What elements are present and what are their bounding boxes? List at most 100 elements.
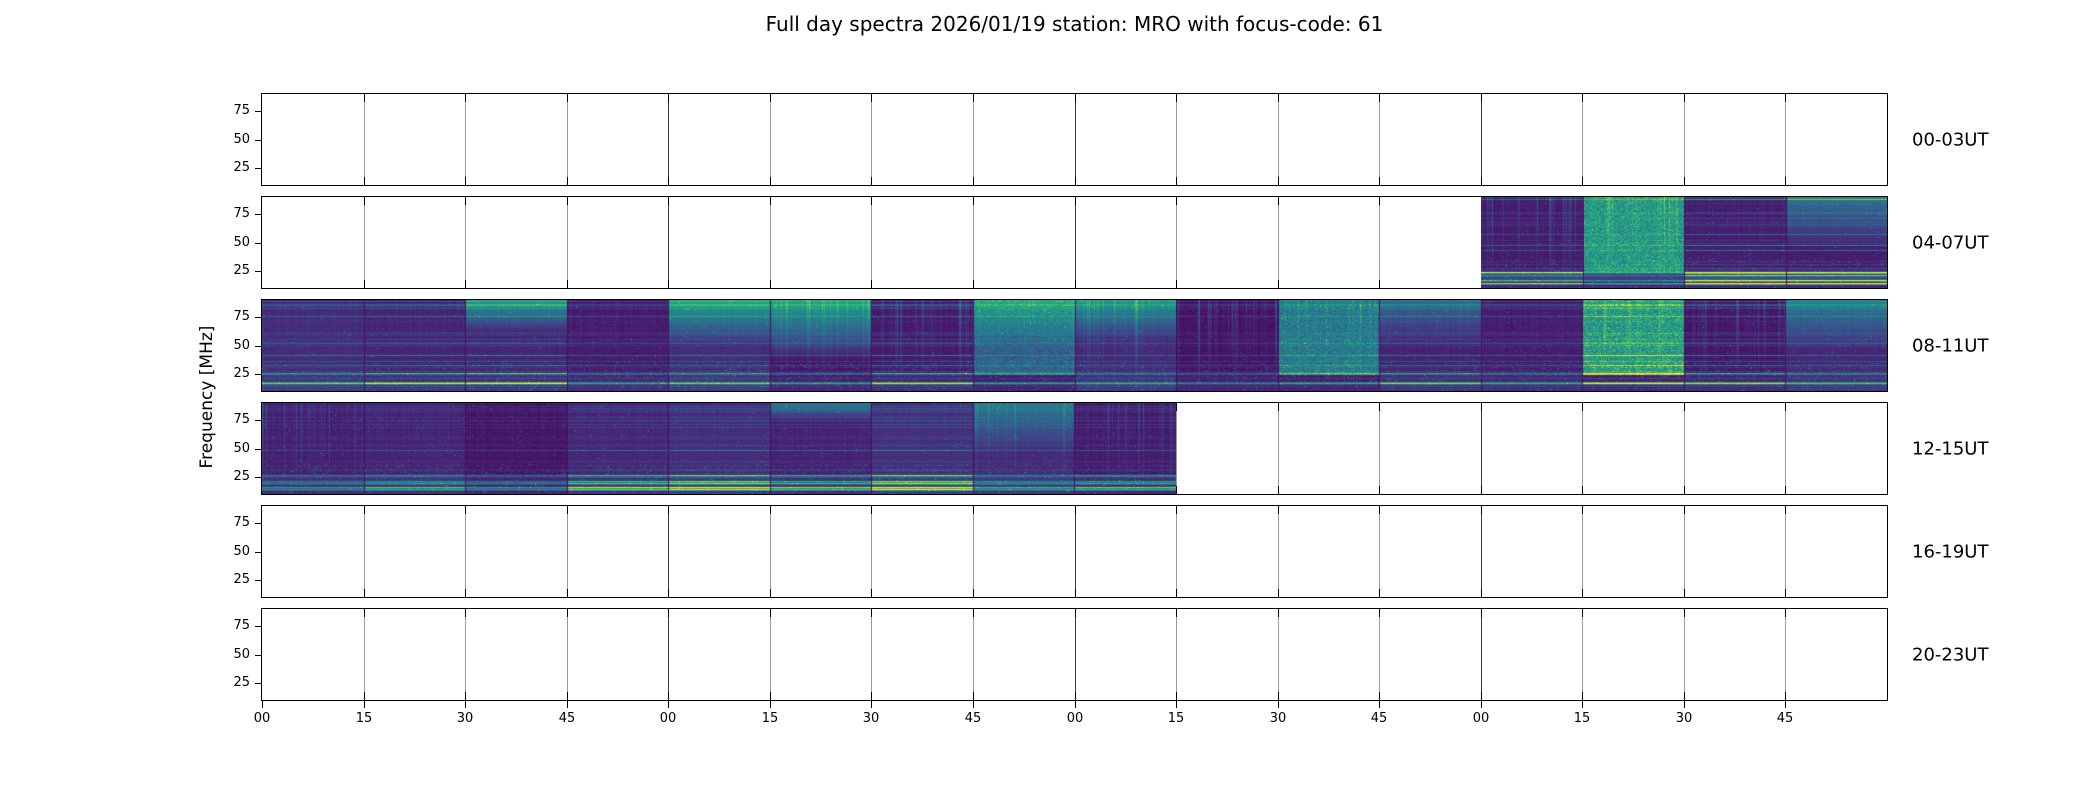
segment-tick bbox=[364, 197, 365, 205]
y-tick bbox=[255, 580, 262, 581]
spectrogram-data-08-11ut bbox=[262, 300, 1887, 391]
x-tick bbox=[871, 701, 872, 708]
segment-boundary-line bbox=[1785, 94, 1786, 185]
segment-boundary-line bbox=[770, 94, 771, 185]
x-tick-label: 30 bbox=[1675, 711, 1693, 726]
segment-tick bbox=[1785, 506, 1786, 514]
y-tick-label: 25 bbox=[233, 366, 250, 381]
segment-tick bbox=[770, 506, 771, 514]
segment-boundary-line bbox=[1278, 94, 1279, 185]
segment-tick bbox=[1379, 403, 1380, 411]
segment-boundary-line bbox=[1785, 403, 1786, 494]
segment-boundary-line bbox=[1481, 506, 1482, 597]
x-tick bbox=[1075, 701, 1076, 708]
x-tick bbox=[567, 701, 568, 708]
x-tick-label: 30 bbox=[456, 711, 474, 726]
segment-tick bbox=[465, 609, 466, 617]
segment-tick bbox=[1785, 486, 1786, 494]
segment-tick bbox=[1278, 403, 1279, 411]
segment-tick bbox=[1582, 589, 1583, 597]
segment-tick bbox=[1785, 177, 1786, 185]
segment-tick bbox=[668, 280, 669, 288]
segment-boundary-line bbox=[364, 94, 365, 185]
x-tick bbox=[465, 701, 466, 708]
segment-tick bbox=[1176, 403, 1177, 411]
segment-boundary-line bbox=[668, 609, 669, 700]
y-tick-label: 50 bbox=[233, 235, 250, 250]
segment-tick bbox=[1379, 589, 1380, 597]
segment-tick bbox=[465, 177, 466, 185]
segment-tick bbox=[1176, 506, 1177, 514]
segment-boundary-line bbox=[973, 94, 974, 185]
segment-tick bbox=[364, 692, 365, 700]
segment-tick bbox=[668, 506, 669, 514]
segment-tick bbox=[1481, 609, 1482, 617]
segment-tick bbox=[668, 609, 669, 617]
y-tick-label: 75 bbox=[233, 309, 250, 324]
segment-tick bbox=[973, 177, 974, 185]
segment-tick bbox=[1075, 506, 1076, 514]
x-tick-label: 45 bbox=[1370, 711, 1388, 726]
x-tick-label: 45 bbox=[964, 711, 982, 726]
row-label-20-23ut: 20-23UT bbox=[1912, 644, 1989, 665]
segment-tick bbox=[1684, 589, 1685, 597]
segment-tick bbox=[1582, 403, 1583, 411]
x-tick-label: 30 bbox=[1269, 711, 1287, 726]
segment-tick bbox=[973, 589, 974, 597]
x-tick-label: 00 bbox=[1472, 711, 1490, 726]
spectrogram-panel-12-15ut: 75 50 25 12-15UT bbox=[233, 402, 1988, 495]
segment-boundary-line bbox=[465, 609, 466, 700]
segment-tick bbox=[1582, 94, 1583, 102]
y-tick bbox=[255, 683, 262, 684]
segment-boundary-line bbox=[1684, 609, 1685, 700]
segment-boundary-line bbox=[973, 506, 974, 597]
spectrogram-panel-04-07ut: 75 50 25 04-07UT bbox=[233, 196, 1988, 289]
segment-tick bbox=[871, 589, 872, 597]
row-label-04-07ut: 04-07UT bbox=[1912, 232, 1989, 253]
x-tick-label: 00 bbox=[1066, 711, 1084, 726]
segment-boundary-line bbox=[567, 94, 568, 185]
segment-tick bbox=[1785, 403, 1786, 411]
segment-boundary-line bbox=[1278, 197, 1279, 288]
segment-tick bbox=[871, 506, 872, 514]
segment-tick bbox=[1379, 197, 1380, 205]
segment-tick bbox=[1176, 94, 1177, 102]
x-tick bbox=[668, 701, 669, 708]
segment-tick bbox=[1075, 692, 1076, 700]
segment-tick bbox=[770, 177, 771, 185]
segment-boundary-line bbox=[973, 197, 974, 288]
segment-tick bbox=[1582, 609, 1583, 617]
y-tick-label: 50 bbox=[233, 544, 250, 559]
segment-tick bbox=[871, 280, 872, 288]
x-tick-label: 15 bbox=[1167, 711, 1185, 726]
segment-boundary-line bbox=[1785, 609, 1786, 700]
segment-tick bbox=[567, 692, 568, 700]
segment-tick bbox=[364, 94, 365, 102]
y-tick-label: 25 bbox=[233, 675, 250, 690]
segment-boundary-line bbox=[1582, 94, 1583, 185]
segment-tick bbox=[1684, 692, 1685, 700]
row-label-00-03ut: 00-03UT bbox=[1912, 129, 1989, 150]
segment-boundary-line bbox=[1176, 94, 1177, 185]
y-tick bbox=[255, 140, 262, 141]
segment-tick bbox=[1075, 589, 1076, 597]
x-tick bbox=[1684, 701, 1685, 708]
x-tick bbox=[364, 701, 365, 708]
y-tick bbox=[255, 168, 262, 169]
segment-boundary-line bbox=[465, 506, 466, 597]
segment-tick bbox=[1785, 589, 1786, 597]
segment-tick bbox=[1785, 692, 1786, 700]
segment-tick bbox=[1582, 506, 1583, 514]
segment-tick bbox=[973, 94, 974, 102]
segment-tick bbox=[871, 692, 872, 700]
x-tick bbox=[262, 701, 263, 708]
segment-tick bbox=[1379, 486, 1380, 494]
segment-boundary-line bbox=[871, 197, 872, 288]
segment-tick bbox=[1176, 177, 1177, 185]
segment-tick bbox=[567, 94, 568, 102]
segment-tick bbox=[1379, 692, 1380, 700]
segment-tick bbox=[364, 177, 365, 185]
segment-tick bbox=[1481, 486, 1482, 494]
segment-boundary-line bbox=[1176, 197, 1177, 288]
